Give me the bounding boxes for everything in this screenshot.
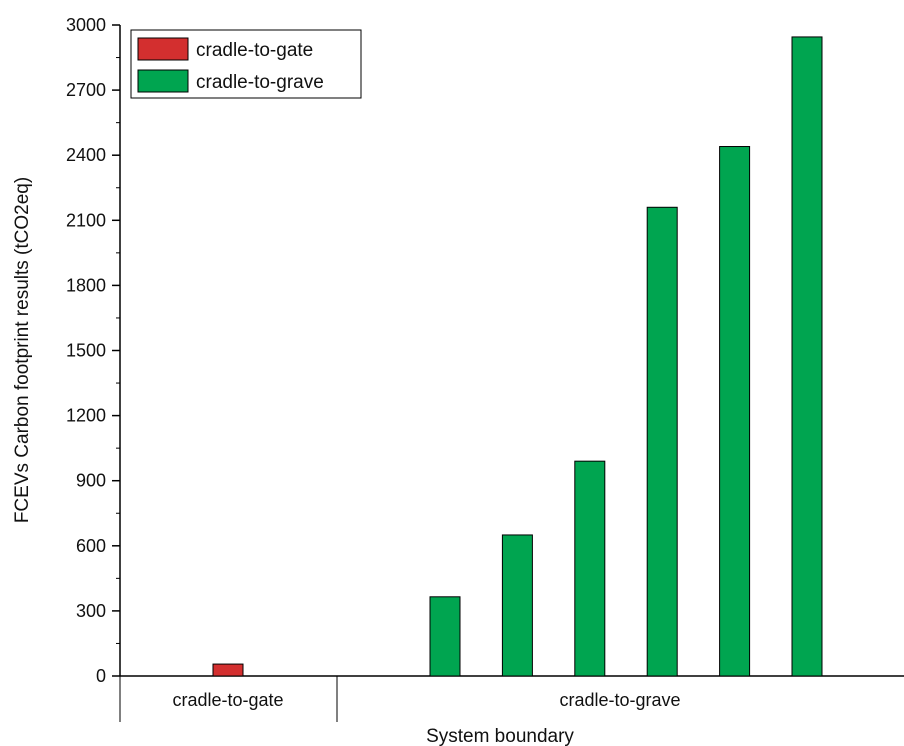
y-tick-label: 2100 [66, 210, 106, 230]
legend-label-cradle-to-grave: cradle-to-grave [196, 72, 324, 93]
x-group-label-cradle-to-grave: cradle-to-grave [559, 690, 680, 710]
legend: cradle-to-gate cradle-to-grave [130, 29, 362, 99]
bar-cradle-to-grave-1 [429, 596, 461, 677]
bar-cradle-to-gate-1 [212, 663, 244, 677]
bar-cradle-to-grave-3 [574, 460, 606, 677]
y-tick-label: 1200 [66, 406, 106, 426]
x-group-labels: cradle-to-gate cradle-to-grave [172, 690, 680, 710]
x-group-label-cradle-to-gate: cradle-to-gate [172, 690, 283, 710]
y-tick-label: 1800 [66, 275, 106, 295]
bar-cradle-to-grave-4 [646, 206, 678, 677]
y-tick-label: 0 [96, 666, 106, 686]
y-axis-title: FCEVs Carbon footprint results (tCO2eq) [12, 177, 33, 523]
y-tick-label: 3000 [66, 15, 106, 35]
bars [212, 36, 823, 677]
legend-label-cradle-to-gate: cradle-to-gate [196, 40, 313, 61]
bar-cradle-to-grave-6 [791, 36, 823, 677]
y-tick-label: 2400 [66, 145, 106, 165]
y-tick-label: 2700 [66, 80, 106, 100]
y-tick-label: 300 [76, 601, 106, 621]
bar-cradle-to-grave-2 [501, 534, 533, 677]
y-tick-label: 900 [76, 471, 106, 491]
y-tick-label: 600 [76, 536, 106, 556]
legend-swatch-cradle-to-gate [137, 37, 189, 61]
y-tick-label: 1500 [66, 341, 106, 361]
x-axis-title: System boundary [426, 726, 574, 746]
legend-swatch-cradle-to-grave [137, 69, 189, 93]
bar-cradle-to-grave-5 [719, 146, 751, 677]
y-ticks: 0 300 600 900 1200 1500 1800 2100 2400 2700 3000 [66, 15, 120, 686]
